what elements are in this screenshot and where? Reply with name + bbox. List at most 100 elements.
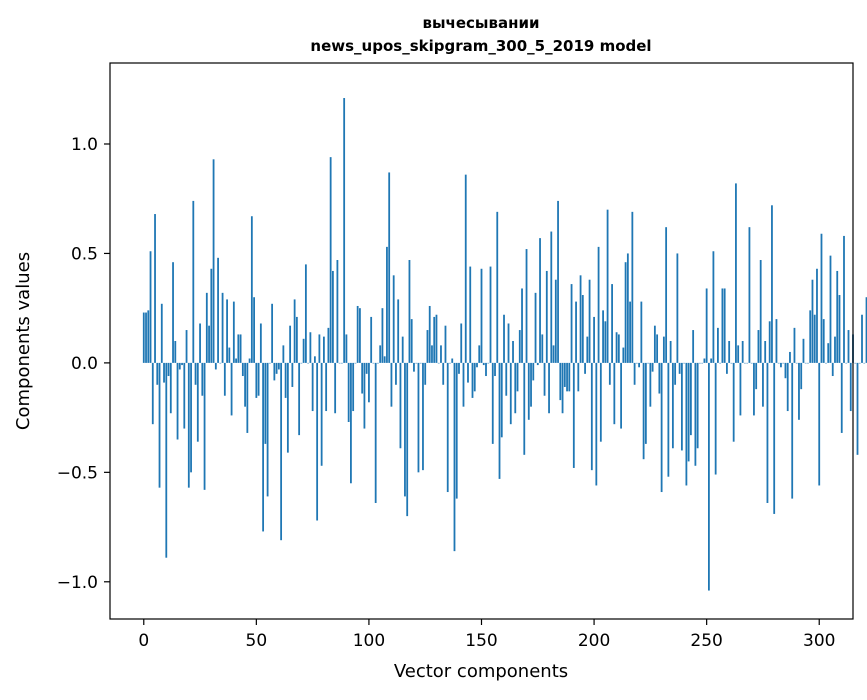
bar (482, 362, 485, 366)
bar (741, 341, 744, 363)
bar (480, 268, 483, 363)
bar (286, 362, 289, 453)
bar (671, 362, 674, 449)
x-tick-label: 200 (578, 631, 610, 651)
bar (158, 362, 161, 488)
bar (813, 314, 816, 363)
bar (473, 362, 476, 392)
x-tick-label: 150 (465, 631, 497, 651)
bar (190, 362, 192, 473)
bar (359, 308, 361, 363)
bar (678, 362, 681, 374)
x-tick-label: 0 (138, 631, 149, 651)
bar (498, 362, 501, 479)
bar (374, 362, 377, 503)
bar (820, 233, 823, 363)
bar (780, 362, 782, 368)
bar (624, 262, 627, 363)
bar (500, 362, 503, 438)
bar (597, 246, 600, 363)
bar (566, 362, 568, 392)
bar (334, 362, 337, 414)
bar (507, 323, 510, 363)
bar (696, 362, 699, 449)
bar (491, 362, 494, 444)
bar (798, 362, 800, 420)
bar (419, 362, 422, 364)
bar (541, 334, 544, 363)
bar (368, 362, 370, 403)
bar (437, 362, 440, 364)
bar (644, 362, 647, 444)
bar (284, 362, 287, 398)
bar (347, 362, 350, 422)
bar (424, 362, 427, 385)
bar (433, 316, 436, 363)
bar (417, 362, 420, 473)
bar (694, 362, 697, 466)
bar (221, 292, 224, 363)
bar (309, 332, 312, 363)
bar (291, 362, 294, 387)
bar (802, 338, 805, 363)
bar (223, 362, 226, 396)
bar (248, 358, 251, 363)
x-tick-label: 250 (690, 631, 722, 651)
bar (762, 362, 764, 407)
bar (635, 362, 638, 364)
bar (363, 362, 366, 429)
bar (674, 362, 677, 385)
bar (800, 362, 803, 390)
bar (147, 310, 150, 363)
bar (620, 362, 622, 429)
bar (856, 362, 859, 455)
bar (307, 362, 310, 364)
bar (575, 301, 577, 363)
bar (331, 270, 334, 363)
bar (771, 205, 773, 363)
bar (712, 251, 715, 363)
bar (825, 362, 827, 364)
bar (861, 314, 863, 363)
bar (440, 345, 442, 363)
bar (203, 362, 206, 490)
bar (318, 334, 321, 363)
bar (662, 336, 665, 363)
bar (613, 362, 616, 425)
bar (232, 301, 235, 363)
bar (142, 312, 145, 363)
bar (505, 362, 508, 396)
bar (701, 362, 704, 364)
bar (471, 362, 474, 398)
bar (354, 362, 357, 364)
bar (593, 316, 595, 363)
bar (289, 325, 292, 363)
bar (708, 362, 710, 591)
bar (552, 345, 555, 363)
bar (728, 341, 731, 363)
bar (485, 362, 487, 377)
bar (228, 347, 231, 363)
bar (793, 327, 796, 363)
bar (509, 362, 512, 425)
bar (185, 330, 188, 363)
bar (230, 362, 233, 416)
bar (590, 362, 593, 471)
bar (397, 299, 400, 363)
bar (642, 362, 645, 460)
bar (304, 264, 307, 363)
bar (181, 362, 183, 366)
bar (496, 211, 499, 363)
bar (545, 270, 548, 363)
bar (361, 362, 364, 394)
bar (768, 321, 771, 363)
bar (338, 362, 341, 364)
bar (777, 362, 780, 364)
bar (377, 362, 379, 364)
bar (863, 362, 866, 364)
bar (275, 362, 278, 374)
bar (167, 362, 170, 377)
y-tick-label: −0.5 (57, 463, 98, 483)
bar (399, 362, 402, 449)
bar (442, 362, 445, 385)
